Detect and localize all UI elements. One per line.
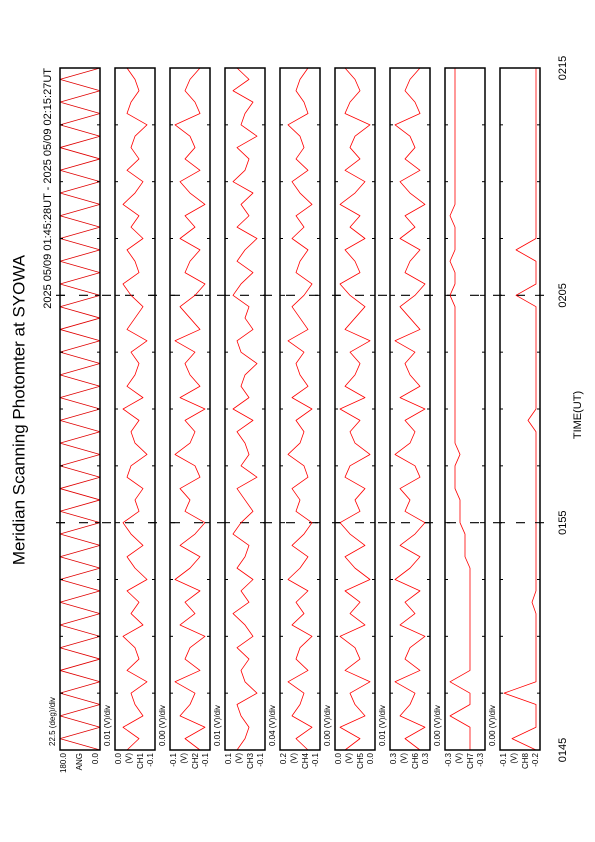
y-tick-label: 0.0 <box>91 752 100 764</box>
y-tick-label: -0.1 <box>256 752 265 766</box>
data-line <box>59 67 101 751</box>
y-tick-label: -0.3 <box>444 752 453 766</box>
x-tick-label: 0155 <box>557 510 569 534</box>
channel-label: ANG <box>75 753 84 770</box>
scale-label: 0.00 (V)/div <box>433 705 442 746</box>
y-tick-label: -0.1 <box>169 752 178 766</box>
channel-label: CH7 <box>466 752 475 769</box>
channel-label: CH3 <box>246 752 255 769</box>
y-tick-label: 0.3 <box>389 752 398 764</box>
y-tick-label: 0.1 <box>224 752 233 764</box>
channel-label: CH6 <box>411 752 420 769</box>
scale-label: 0.04 (V)/div <box>268 705 277 746</box>
x-tick-label: 0215 <box>557 56 569 80</box>
y-tick-label: -0.1 <box>201 752 210 766</box>
channel-label: (V) <box>399 753 408 764</box>
channel-label: CH5 <box>356 752 365 769</box>
x-axis-label: TIME(UT) <box>572 391 584 439</box>
x-tick-label: 0145 <box>557 738 569 762</box>
channel-label: (V) <box>289 753 298 764</box>
data-line <box>449 68 471 750</box>
scale-label: 0.00 (V)/div <box>323 705 332 746</box>
channel-label: (V) <box>234 753 243 764</box>
y-tick-label: 0.0 <box>366 752 375 764</box>
scale-label: 22.5 (deg)/div <box>48 697 57 746</box>
x-tick-label: 0205 <box>557 283 569 307</box>
data-line <box>339 67 371 751</box>
y-tick-label: 0.3 <box>421 752 430 764</box>
y-tick-label: -0.1 <box>311 752 320 766</box>
data-line <box>232 67 258 751</box>
y-tick-label: -0.1 <box>146 752 155 766</box>
y-tick-label: 0.0 <box>334 752 343 764</box>
data-line <box>122 67 148 751</box>
channel-label: CH2 <box>191 752 200 769</box>
plot-area: Meridian Scanning Photomter at SYOWA 202… <box>9 56 583 773</box>
scale-label: 0.00 (V)/div <box>488 705 497 746</box>
channel-label: CH8 <box>521 752 530 769</box>
scale-label: 0.00 (V)/div <box>158 705 167 746</box>
panel-frame <box>59 67 101 751</box>
y-tick-label: 0.0 <box>114 752 123 764</box>
scale-label: 0.01 (V)/div <box>213 705 222 746</box>
channel-label: CH1 <box>136 752 145 769</box>
channel-label: CH4 <box>301 752 310 769</box>
y-tick-label: -0.3 <box>476 752 485 766</box>
channel-label: (V) <box>179 753 188 764</box>
scale-label: 0.01 (V)/div <box>378 705 387 746</box>
y-tick-label: -0.2 <box>531 752 540 766</box>
scale-label: 0.01 (V)/div <box>103 705 112 746</box>
data-line <box>174 67 206 751</box>
channel-label: (V) <box>124 753 133 764</box>
channel-label: (V) <box>454 753 463 764</box>
data-line <box>394 67 426 751</box>
chart-title: Meridian Scanning Photomter at SYOWA <box>9 254 28 565</box>
y-tick-label: 180.0 <box>59 752 68 773</box>
data-line <box>287 67 313 751</box>
panel-frame <box>499 67 541 751</box>
y-tick-label: -0.1 <box>499 752 508 766</box>
channel-label: (V) <box>344 753 353 764</box>
y-tick-label: 0.2 <box>279 752 288 764</box>
data-line <box>503 68 537 751</box>
panel-frame <box>444 67 486 751</box>
channel-label: (V) <box>509 753 518 764</box>
time-range: 2025 05/09 01:45:28UT - 2025 05/09 02:15… <box>42 68 54 309</box>
